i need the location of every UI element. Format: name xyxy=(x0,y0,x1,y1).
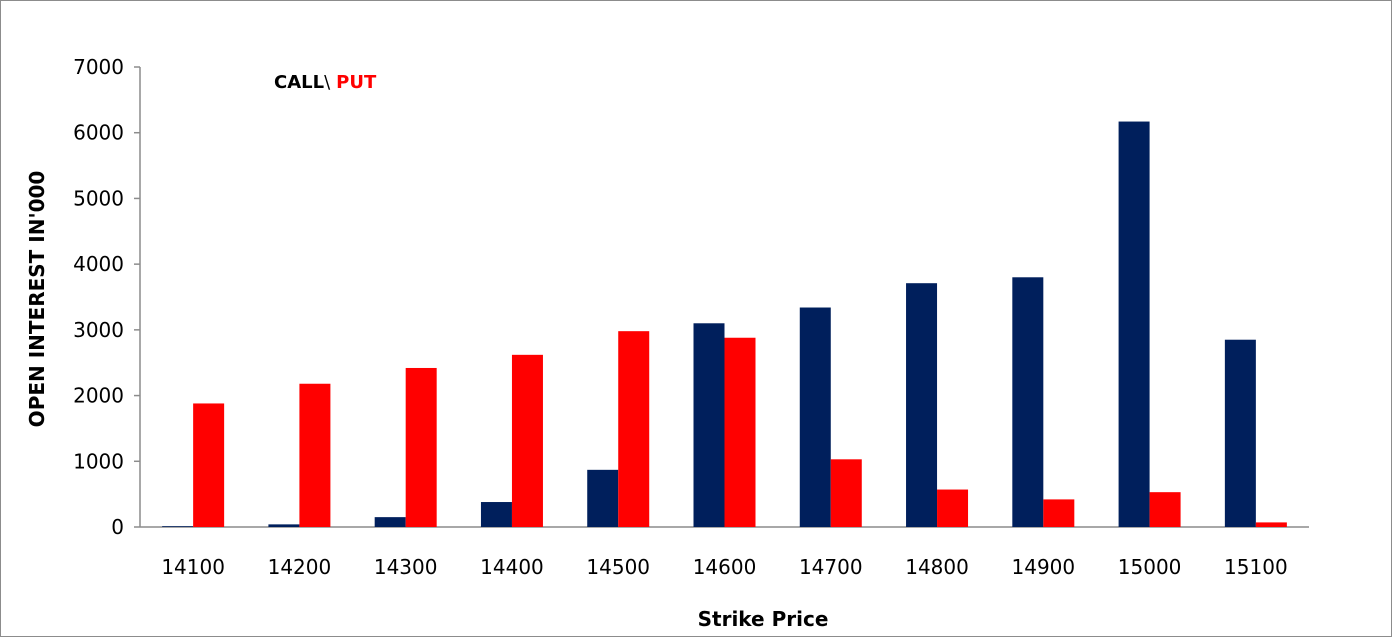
y-tick-label: 2000 xyxy=(73,384,124,408)
bar-put-14900 xyxy=(1043,499,1075,527)
bar-call-14500 xyxy=(587,469,619,527)
bar-call-15000 xyxy=(1118,121,1150,528)
y-tick-label: 6000 xyxy=(73,121,124,145)
bar-put-15000 xyxy=(1149,492,1181,527)
bar-put-14700 xyxy=(830,459,862,527)
x-tick-label: 15000 xyxy=(1118,555,1182,579)
bar-call-14600 xyxy=(693,323,725,527)
y-tick-label: 0 xyxy=(111,515,124,539)
bars xyxy=(162,121,1287,528)
y-tick-label: 5000 xyxy=(73,186,124,210)
bar-put-14400 xyxy=(511,354,543,527)
bar-call-14400 xyxy=(480,502,512,527)
legend-call-label: CALL xyxy=(274,72,324,93)
bar-call-14900 xyxy=(1012,277,1044,527)
bar-put-14500 xyxy=(618,331,650,527)
x-tick-label: 14600 xyxy=(693,555,757,579)
x-tick-label: 14300 xyxy=(374,555,438,579)
y-tick-label: 1000 xyxy=(73,449,124,473)
x-tick-label: 14100 xyxy=(161,555,225,579)
bar-put-14600 xyxy=(724,337,756,527)
bar-put-14800 xyxy=(937,489,969,527)
bar-call-14700 xyxy=(799,307,831,527)
x-tick-label: 14200 xyxy=(268,555,332,579)
bar-put-14100 xyxy=(193,403,225,527)
y-axis-title: OPEN INTEREST IN'000 xyxy=(25,171,49,428)
x-axis-title: Strike Price xyxy=(698,607,829,631)
legend-put-label: PUT xyxy=(336,72,377,93)
bar-call-14300 xyxy=(374,517,406,527)
bar-put-14300 xyxy=(405,367,437,527)
bar-call-14800 xyxy=(906,283,938,527)
bar-call-14100 xyxy=(162,526,194,527)
legend: CALL\ PUT xyxy=(274,72,377,93)
x-tick-label: 14900 xyxy=(1012,555,1076,579)
y-tick-label: 4000 xyxy=(73,252,124,276)
x-tick-label: 14400 xyxy=(480,555,544,579)
x-tick-label: 14800 xyxy=(905,555,969,579)
y-tick-labels: 0 1000 2000 3000 4000 5000 6000 7000 xyxy=(73,55,124,539)
bar-put-15100 xyxy=(1255,522,1287,527)
legend-separator: \ xyxy=(324,72,331,93)
bar-put-14200 xyxy=(299,383,331,527)
bar-call-15100 xyxy=(1224,339,1256,527)
x-tick-labels: 14100 14200 14300 14400 14500 14600 14700 14800… xyxy=(161,555,1287,579)
bar-call-14200 xyxy=(268,524,300,527)
x-tick-label: 14500 xyxy=(586,555,650,579)
y-tick-label: 7000 xyxy=(73,55,124,79)
y-tick-label: 3000 xyxy=(73,318,124,342)
x-tick-label: 14700 xyxy=(799,555,863,579)
x-tick-label: 15100 xyxy=(1224,555,1288,579)
